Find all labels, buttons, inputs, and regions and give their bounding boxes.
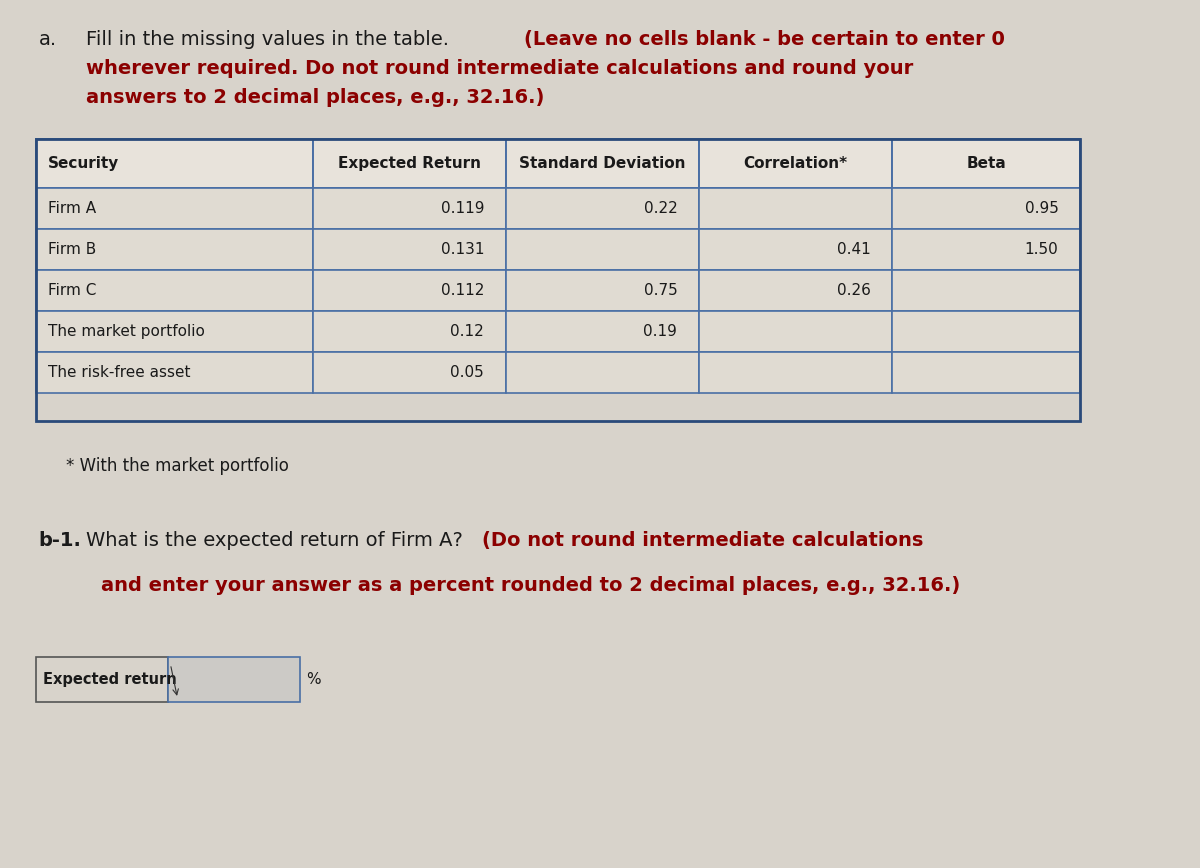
- Text: 0.75: 0.75: [643, 283, 677, 298]
- Text: 0.119: 0.119: [440, 201, 485, 216]
- Bar: [892, 139, 1080, 188]
- Text: Fill in the missing values in the table.: Fill in the missing values in the table.: [86, 30, 449, 49]
- Text: 0.26: 0.26: [836, 283, 870, 298]
- Text: * With the market portfolio: * With the market portfolio: [66, 457, 289, 476]
- Bar: [313, 270, 506, 311]
- Text: (Do not round intermediate calculations: (Do not round intermediate calculations: [482, 531, 924, 550]
- Text: The market portfolio: The market portfolio: [48, 324, 205, 339]
- Text: Expected return: Expected return: [43, 672, 176, 687]
- Bar: [36, 352, 313, 392]
- Bar: [698, 188, 892, 229]
- Bar: [892, 352, 1080, 392]
- Bar: [892, 188, 1080, 229]
- Text: b-1.: b-1.: [38, 531, 82, 550]
- Text: Firm B: Firm B: [48, 242, 96, 257]
- Text: (Leave no cells blank - be certain to enter 0: (Leave no cells blank - be certain to en…: [524, 30, 1006, 49]
- Bar: [506, 188, 698, 229]
- Text: and enter your answer as a percent rounded to 2 decimal places, e.g., 32.16.): and enter your answer as a percent round…: [101, 576, 960, 595]
- Bar: [36, 229, 313, 270]
- Text: 0.05: 0.05: [450, 365, 485, 380]
- Text: 0.12: 0.12: [450, 324, 485, 339]
- Bar: [36, 311, 313, 352]
- Bar: [36, 139, 1080, 421]
- Bar: [313, 139, 506, 188]
- Bar: [892, 311, 1080, 352]
- Text: answers to 2 decimal places, e.g., 32.16.): answers to 2 decimal places, e.g., 32.16…: [86, 88, 545, 107]
- Text: a.: a.: [38, 30, 56, 49]
- Bar: [506, 139, 698, 188]
- Bar: [313, 311, 506, 352]
- Text: wherever required. Do not round intermediate calculations and round your: wherever required. Do not round intermed…: [86, 59, 913, 78]
- Text: 0.112: 0.112: [440, 283, 485, 298]
- Text: Firm A: Firm A: [48, 201, 96, 216]
- Bar: [36, 139, 313, 188]
- Bar: [506, 352, 698, 392]
- Bar: [698, 352, 892, 392]
- Bar: [36, 188, 313, 229]
- Bar: [36, 270, 313, 311]
- Bar: [36, 657, 168, 702]
- Bar: [698, 311, 892, 352]
- Bar: [698, 139, 892, 188]
- Text: 0.41: 0.41: [836, 242, 870, 257]
- Bar: [313, 352, 506, 392]
- Bar: [892, 270, 1080, 311]
- Bar: [168, 657, 300, 702]
- Bar: [313, 188, 506, 229]
- Bar: [313, 229, 506, 270]
- Text: Security: Security: [48, 156, 119, 171]
- Bar: [892, 229, 1080, 270]
- Text: 0.19: 0.19: [643, 324, 677, 339]
- Text: 1.50: 1.50: [1025, 242, 1058, 257]
- Text: The risk-free asset: The risk-free asset: [48, 365, 191, 380]
- Text: Beta: Beta: [966, 156, 1006, 171]
- Text: Expected Return: Expected Return: [337, 156, 481, 171]
- Text: 0.22: 0.22: [643, 201, 677, 216]
- Bar: [698, 270, 892, 311]
- Bar: [506, 270, 698, 311]
- Text: Firm C: Firm C: [48, 283, 96, 298]
- Text: 0.131: 0.131: [440, 242, 485, 257]
- Bar: [698, 229, 892, 270]
- Bar: [506, 229, 698, 270]
- Text: Standard Deviation: Standard Deviation: [520, 156, 685, 171]
- Text: What is the expected return of Firm A?: What is the expected return of Firm A?: [86, 531, 463, 550]
- Bar: [506, 311, 698, 352]
- Text: 0.95: 0.95: [1025, 201, 1058, 216]
- Text: %: %: [306, 672, 320, 687]
- Text: Correlation*: Correlation*: [744, 156, 847, 171]
